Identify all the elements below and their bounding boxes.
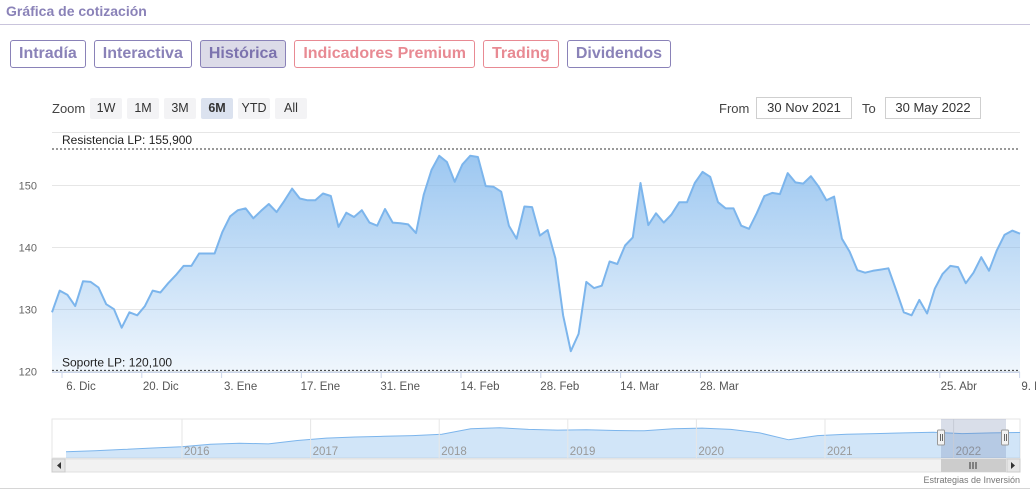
y-tick-label: 140: [19, 243, 37, 255]
chevron-left-icon: [57, 462, 61, 469]
x-tick-label: 17. Ene: [301, 381, 341, 393]
range-from-label: From: [719, 101, 750, 116]
x-tick-label: 28. Feb: [540, 381, 579, 393]
range-to-input[interactable]: 30 May 2022: [885, 97, 981, 119]
x-tick-label: 28. Mar: [700, 381, 739, 393]
y-tick-label: 130: [19, 305, 37, 317]
tab-interactiva[interactable]: Interactiva: [93, 40, 192, 68]
y-tick-label: 150: [19, 181, 37, 193]
zoom-label: Zoom: [52, 101, 86, 116]
navigator-area: [66, 427, 1020, 458]
support-label: Soporte LP: 120,100: [62, 355, 172, 369]
navigator-year-label: 2016: [184, 446, 210, 458]
navigator-year-label: 2020: [698, 446, 724, 458]
scrollbar-track[interactable]: [51, 458, 1021, 473]
tab-intradia[interactable]: Intradía: [10, 40, 86, 68]
navigator-year-label: 2021: [827, 446, 853, 458]
x-tick-label: 6. Dic: [66, 381, 96, 393]
chevron-right-icon: [1011, 462, 1015, 469]
zoom-button-all[interactable]: All: [275, 98, 307, 119]
x-tick-label: 14. Feb: [461, 381, 500, 393]
tab-indicadores-premium[interactable]: Indicadores Premium: [294, 40, 476, 68]
footer-divider: [0, 488, 1030, 489]
price-line: [51, 154, 1021, 353]
tab-dividendos[interactable]: Dividendos: [566, 40, 672, 68]
navigator-year-label: 2017: [313, 446, 339, 458]
x-tick-label: 3. Ene: [224, 381, 257, 393]
tab-trading[interactable]: Trading: [483, 40, 559, 68]
navigator-year-label: 2019: [570, 446, 596, 458]
zoom-button-1w[interactable]: 1W: [90, 98, 122, 119]
chart-tabs: Intradía Interactiva Histórica Indicador…: [10, 40, 679, 68]
navigator-year-label: 2022: [956, 446, 982, 458]
tab-historica[interactable]: Histórica: [199, 40, 287, 68]
navigator-frame: [51, 418, 1021, 459]
price-area: [52, 155, 1020, 372]
zoom-button-ytd[interactable]: YTD: [238, 98, 270, 119]
resistance-label: Resistencia LP: 155,900: [62, 133, 192, 147]
x-tick-label: 14. Mar: [620, 381, 659, 393]
x-tick-label: 31. Ene: [380, 381, 420, 393]
zoom-button-3m[interactable]: 3M: [164, 98, 196, 119]
navigator-year-label: 2018: [441, 446, 467, 458]
title-divider: [0, 24, 1030, 25]
range-to-label: To: [862, 101, 876, 116]
x-tick-label: 25. Abr: [941, 381, 978, 393]
zoom-button-1m[interactable]: 1M: [127, 98, 159, 119]
navigator-line: [65, 427, 1021, 453]
y-tick-label: 120: [19, 367, 37, 379]
x-tick-label: 9. May: [1021, 381, 1036, 393]
page-title: Gráfica de cotización: [6, 3, 147, 19]
navigator-selection[interactable]: [941, 419, 1006, 458]
range-from-input[interactable]: 30 Nov 2021: [756, 97, 852, 119]
zoom-button-6m[interactable]: 6M: [201, 98, 233, 119]
x-tick-label: 20. Dic: [143, 381, 179, 393]
chart-credits: Estrategias de Inversión: [923, 475, 1020, 485]
